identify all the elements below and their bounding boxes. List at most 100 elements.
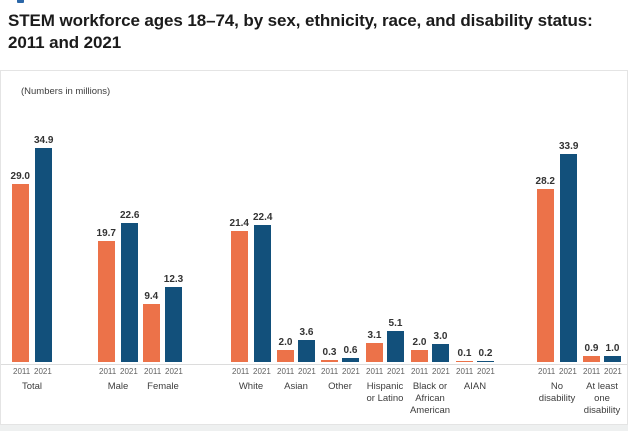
tick-label: 2011 xyxy=(99,367,117,376)
group-label: Asian xyxy=(284,381,308,392)
bar-group-white: 21.4 22.4 2011 2021 White xyxy=(230,118,273,393)
value-label: 3.1 xyxy=(367,330,382,341)
bar-2011 xyxy=(230,231,248,362)
year-ticks: 2011 2021 xyxy=(456,362,495,376)
tick-label: 2021 xyxy=(387,367,405,376)
tick-label: 2021 xyxy=(298,367,316,376)
bar-2021 xyxy=(477,361,494,362)
bar-column-2021: 0.6 xyxy=(342,118,359,362)
bar-column-2011: 0.9 xyxy=(583,118,600,362)
tick-label: 2011 xyxy=(583,367,601,376)
tick-label: 2021 xyxy=(253,367,271,376)
bar-column-2011: 19.7 xyxy=(97,118,116,362)
bar-2011 xyxy=(142,304,160,362)
value-label: 1.0 xyxy=(605,343,620,354)
value-label: 0.3 xyxy=(322,347,337,358)
x-axis-baseline xyxy=(1,364,627,365)
tick-label: 2021 xyxy=(34,367,52,376)
bar-pair: 21.4 22.4 xyxy=(230,118,272,362)
chart-panel: (Numbers in millions) 29.0 34.9 2011 2021 To… xyxy=(0,70,628,425)
chart-header: STEM workforce ages 18–74, by sex, ethni… xyxy=(0,0,628,70)
bar-group-total: 29.0 34.9 2011 2021 Total xyxy=(11,118,54,393)
bar-column-2021: 1.0 xyxy=(604,118,621,362)
bar-column-2021: 5.1 xyxy=(387,118,404,362)
bar-pair: 0.3 0.6 xyxy=(321,118,359,362)
year-ticks: 2011 2021 xyxy=(411,362,450,376)
bar-2011 xyxy=(277,350,294,362)
bar-group-hispanic-or-latino: 3.1 5.1 2011 2021 Hispanic or Latino xyxy=(366,118,405,405)
group-label: White xyxy=(238,381,264,392)
grouped-bar-chart: 29.0 34.9 2011 2021 Total 19.7 22.6 2011 2021 Mal… xyxy=(11,118,627,417)
value-label: 9.4 xyxy=(144,291,159,302)
bar-column-2011: 29.0 xyxy=(11,118,30,362)
year-ticks: 2011 2021 xyxy=(277,362,316,376)
year-ticks: 2011 2021 xyxy=(366,362,405,376)
value-label: 22.4 xyxy=(253,212,273,223)
bar-2011 xyxy=(411,350,428,362)
bar-pair: 2.0 3.0 xyxy=(411,118,449,362)
year-ticks: 2011 2021 xyxy=(538,362,577,376)
bar-2021 xyxy=(387,331,404,362)
bar-column-2021: 33.9 xyxy=(559,118,578,362)
bar-column-2011: 28.2 xyxy=(536,118,555,362)
year-ticks: 2011 2021 xyxy=(99,362,138,376)
bar-group-asian: 2.0 3.6 2011 2021 Asian xyxy=(277,118,316,393)
tick-label: 2011 xyxy=(232,367,250,376)
bar-column-2011: 9.4 xyxy=(142,118,160,362)
bar-2021 xyxy=(342,358,359,362)
bar-2021 xyxy=(121,223,139,362)
value-label: 2.0 xyxy=(278,337,293,348)
bar-2011 xyxy=(97,241,115,362)
bar-pair: 0.1 0.2 xyxy=(456,118,494,362)
group-label: Black or African American xyxy=(409,381,451,416)
bar-group-other: 0.3 0.6 2011 2021 Other xyxy=(321,118,360,393)
bar-2021 xyxy=(560,154,578,362)
value-label: 3.0 xyxy=(433,331,448,342)
tick-label: 2021 xyxy=(559,367,577,376)
bar-column-2011: 2.0 xyxy=(277,118,294,362)
tick-label: 2021 xyxy=(477,367,495,376)
tick-label: 2011 xyxy=(144,367,162,376)
group-label: AIAN xyxy=(463,381,487,392)
tick-label: 2011 xyxy=(456,367,474,376)
tick-label: 2011 xyxy=(13,367,31,376)
tick-label: 2011 xyxy=(321,367,339,376)
bar-group-no-disability: 28.2 33.9 2011 2021 No disability xyxy=(536,118,579,405)
tick-label: 2011 xyxy=(411,367,429,376)
bar-column-2011: 21.4 xyxy=(230,118,249,362)
tick-label: 2011 xyxy=(366,367,384,376)
bar-column-2021: 34.9 xyxy=(34,118,53,362)
bar-column-2021: 12.3 xyxy=(164,118,183,362)
group-label: Male xyxy=(107,381,129,392)
bar-pair: 29.0 34.9 xyxy=(11,118,53,362)
clipped-blue-icon xyxy=(17,0,24,3)
year-ticks: 2011 2021 xyxy=(13,362,52,376)
bar-2011 xyxy=(536,189,554,362)
bar-2011 xyxy=(321,360,338,362)
bar-pair: 0.9 1.0 xyxy=(583,118,621,362)
value-label: 33.9 xyxy=(559,141,579,152)
bar-2021 xyxy=(165,287,182,362)
group-label: Other xyxy=(328,381,352,392)
tick-label: 2021 xyxy=(120,367,138,376)
bar-2021 xyxy=(35,148,53,362)
value-label: 29.0 xyxy=(10,171,30,182)
page-title: STEM workforce ages 18–74, by sex, ethni… xyxy=(8,11,593,52)
group-label: Total xyxy=(21,381,43,392)
bar-2011 xyxy=(583,356,600,362)
bar-2021 xyxy=(604,356,621,362)
value-label: 28.2 xyxy=(535,176,555,187)
value-label: 0.1 xyxy=(457,348,472,359)
value-label: 0.9 xyxy=(584,343,599,354)
group-label: Female xyxy=(147,381,179,392)
units-note: (Numbers in millions) xyxy=(21,86,111,97)
year-ticks: 2011 2021 xyxy=(144,362,183,376)
group-label: Hispanic or Latino xyxy=(366,381,404,404)
bar-column-2011: 0.3 xyxy=(321,118,338,362)
tick-label: 2021 xyxy=(432,367,450,376)
tick-label: 2021 xyxy=(342,367,360,376)
bar-column-2021: 22.4 xyxy=(253,118,272,362)
bar-column-2021: 22.6 xyxy=(120,118,139,362)
year-ticks: 2011 2021 xyxy=(232,362,271,376)
tick-label: 2011 xyxy=(277,367,295,376)
